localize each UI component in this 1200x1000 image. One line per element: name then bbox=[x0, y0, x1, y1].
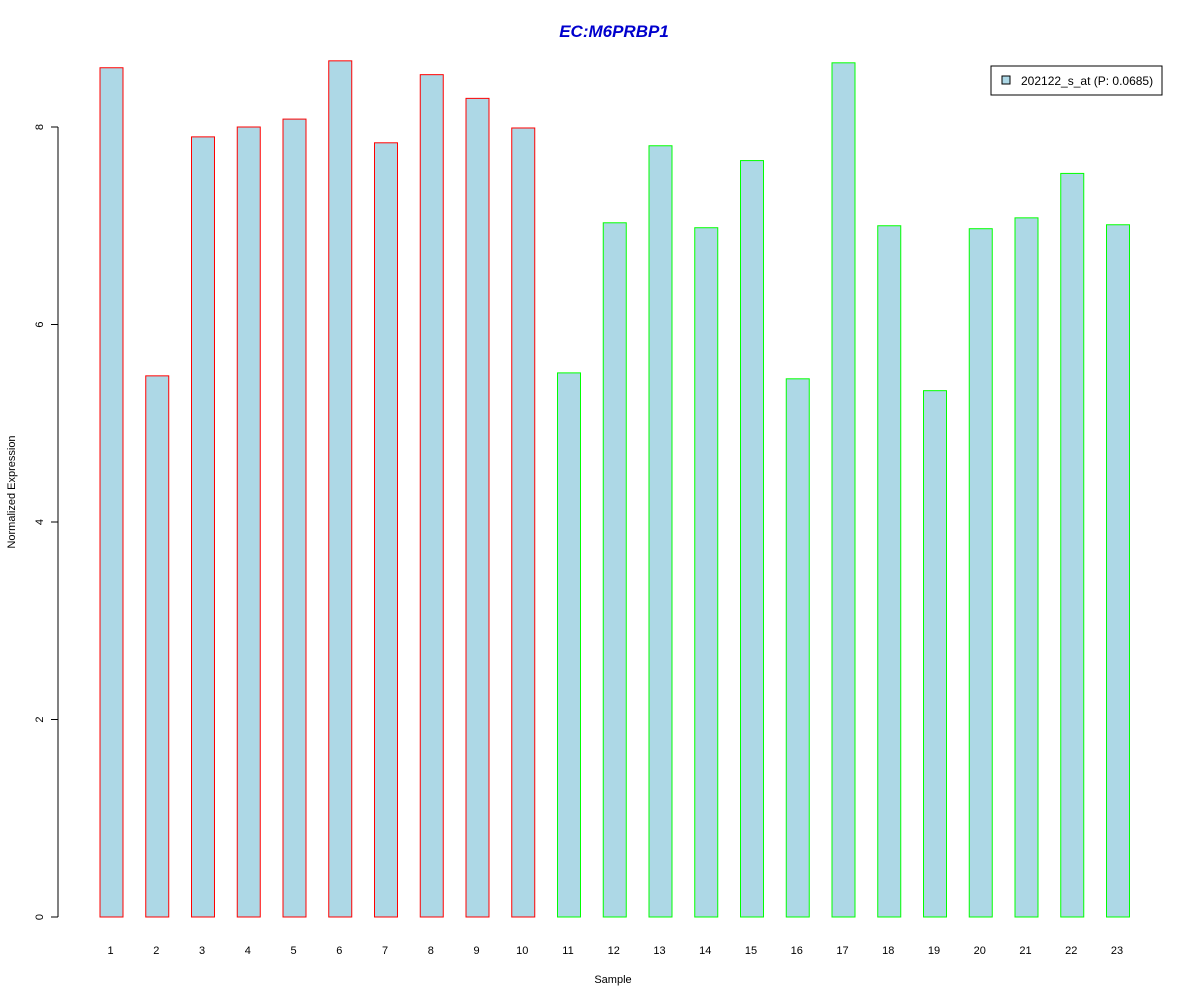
x-tick-label: 22 bbox=[1065, 945, 1077, 957]
x-tick-label: 8 bbox=[428, 945, 434, 957]
y-tick-label: 4 bbox=[34, 519, 46, 525]
bar-sample-13 bbox=[648, 145, 673, 918]
bars bbox=[99, 60, 1130, 918]
legend-box bbox=[990, 65, 1163, 96]
legend-swatch bbox=[1001, 75, 1011, 85]
bar-sample-18 bbox=[877, 225, 902, 918]
bar-sample-12 bbox=[602, 222, 627, 918]
bar-sample-7 bbox=[374, 142, 398, 918]
x-tick-label: 23 bbox=[1111, 945, 1123, 957]
x-tick-label: 15 bbox=[745, 945, 757, 957]
x-tick-label: 18 bbox=[882, 945, 894, 957]
x-tick-label: 20 bbox=[974, 945, 986, 957]
x-tick-label: 11 bbox=[562, 945, 573, 957]
bar-sample-11 bbox=[557, 372, 581, 918]
y-tick-label: 6 bbox=[34, 321, 46, 327]
x-tick-label: 12 bbox=[608, 945, 620, 957]
x-tick-label: 17 bbox=[836, 945, 848, 957]
x-tick-label: 4 bbox=[245, 945, 251, 957]
x-tick-label: 2 bbox=[153, 945, 159, 957]
legend-label: 202122_s_at (P: 0.0685) bbox=[1021, 74, 1153, 88]
y-tick-label: 2 bbox=[34, 716, 46, 722]
bar-sample-6 bbox=[328, 60, 353, 918]
x-tick-label: 16 bbox=[791, 945, 803, 957]
x-tick-label: 3 bbox=[199, 945, 205, 957]
x-tick-label: 5 bbox=[290, 945, 296, 957]
bar-sample-14 bbox=[694, 227, 719, 918]
x-axis-label: Sample bbox=[594, 974, 631, 986]
x-tick-label: 13 bbox=[653, 945, 665, 957]
bar-sample-17 bbox=[831, 62, 856, 918]
x-tick-label: 9 bbox=[473, 945, 479, 957]
x-tick-label: 1 bbox=[107, 945, 113, 957]
x-tick-label: 21 bbox=[1019, 945, 1031, 957]
y-axis-label: Normalized Expression bbox=[6, 435, 18, 548]
bar-sample-8 bbox=[419, 74, 444, 918]
bar-sample-16 bbox=[785, 378, 810, 918]
x-tick-label: 14 bbox=[699, 945, 711, 957]
bar-sample-4 bbox=[236, 126, 261, 918]
bar-sample-23 bbox=[1106, 224, 1130, 918]
bar-sample-15 bbox=[740, 160, 764, 918]
y-tick-label: 8 bbox=[34, 124, 46, 130]
y-tick-label: 0 bbox=[34, 914, 46, 920]
x-tick-label: 7 bbox=[382, 945, 388, 957]
x-tick-labels: 1 2 3 4 5 6 7 8 9 10 11 12 13 14 15 16 17 18 19 20 21 22 23 bbox=[107, 945, 1123, 957]
bar-sample-19 bbox=[923, 390, 947, 918]
y-axis: 0 2 4 6 8 bbox=[34, 124, 59, 920]
x-tick-label: 10 bbox=[516, 945, 528, 957]
bar-sample-1 bbox=[99, 67, 124, 918]
bar-sample-20 bbox=[968, 228, 993, 918]
legend: 202122_s_at (P: 0.0685) bbox=[990, 65, 1163, 96]
chart-title: EC:M6PRBP1 bbox=[559, 22, 669, 41]
bar-sample-2 bbox=[145, 375, 170, 918]
x-tick-label: 6 bbox=[336, 945, 342, 957]
bar-sample-21 bbox=[1014, 217, 1039, 918]
bar-sample-3 bbox=[191, 136, 215, 918]
bar-sample-5 bbox=[282, 118, 307, 918]
bar-sample-10 bbox=[511, 127, 536, 918]
bar-sample-22 bbox=[1060, 172, 1085, 918]
bar-sample-9 bbox=[465, 97, 490, 918]
x-tick-label: 19 bbox=[928, 945, 940, 957]
